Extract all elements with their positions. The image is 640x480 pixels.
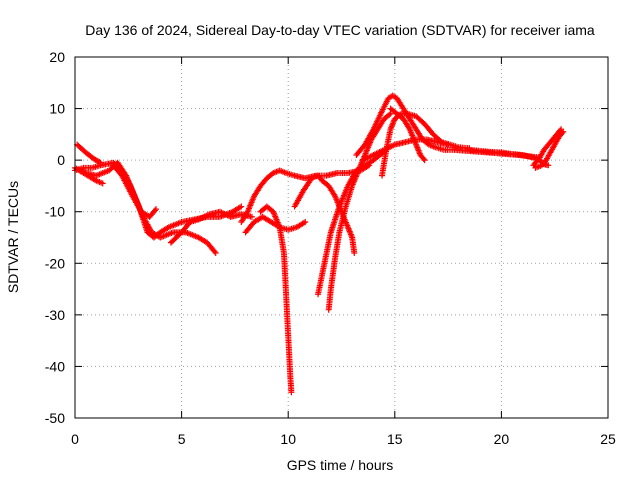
series-arc-2 xyxy=(72,159,245,241)
series-arc-6 xyxy=(167,208,255,246)
data-point xyxy=(445,141,452,148)
data-point xyxy=(387,110,394,117)
plot-frame xyxy=(74,56,609,419)
y-tick-label: 0 xyxy=(57,152,65,168)
series-arc-1 xyxy=(72,159,219,256)
data-point xyxy=(238,203,245,210)
series-arc-3 xyxy=(74,141,104,166)
y-tick-label: 10 xyxy=(49,101,65,117)
series-arc-17 xyxy=(359,136,452,164)
x-tick-label: 25 xyxy=(600,431,616,447)
x-tick-label: 15 xyxy=(387,431,403,447)
axis-ticks: 0 5 10 15 20 25 -50 -40 -30 -20 -10 0 10 20 xyxy=(45,49,616,447)
data-point xyxy=(97,159,104,166)
x-tick-label: 10 xyxy=(280,431,296,447)
series-arc-16 xyxy=(387,105,428,164)
y-tick-label: -10 xyxy=(45,204,65,220)
data-point xyxy=(560,128,567,135)
x-tick-label: 0 xyxy=(71,431,79,447)
x-axis-label: GPS time / hours xyxy=(287,457,394,473)
data-markers xyxy=(72,92,567,396)
data-point xyxy=(212,249,219,256)
series-arc-7 xyxy=(238,162,373,226)
series-arc-5 xyxy=(110,162,160,220)
y-tick-label: -30 xyxy=(45,307,65,323)
data-point xyxy=(153,206,160,213)
data-point xyxy=(421,157,428,164)
series-arc-4 xyxy=(76,167,106,187)
data-point xyxy=(302,219,309,226)
chart-title: Day 136 of 2024, Sidereal Day-to-day VTE… xyxy=(85,22,595,38)
data-point xyxy=(386,111,393,118)
data-point xyxy=(151,207,158,214)
data-point xyxy=(96,158,103,165)
series-arc-20 xyxy=(532,128,567,171)
data-point xyxy=(545,162,552,169)
y-tick-label: 20 xyxy=(49,49,65,65)
x-tick-label: 5 xyxy=(178,431,186,447)
data-point xyxy=(288,389,295,396)
x-tick-label: 20 xyxy=(494,431,510,447)
series-arc-12 xyxy=(325,110,394,313)
data-point xyxy=(559,130,566,137)
y-tick-label: -20 xyxy=(45,255,65,271)
y-tick-label: -40 xyxy=(45,358,65,374)
series-arc-9 xyxy=(257,203,295,396)
data-point xyxy=(248,213,255,220)
data-point xyxy=(211,248,218,255)
data-point xyxy=(351,249,358,256)
y-axis-label: SDTVAR / TECUs xyxy=(5,181,21,293)
data-point xyxy=(99,180,106,187)
series-arc-13 xyxy=(319,177,358,256)
data-point xyxy=(420,155,427,162)
y-tick-label: -50 xyxy=(45,410,65,426)
